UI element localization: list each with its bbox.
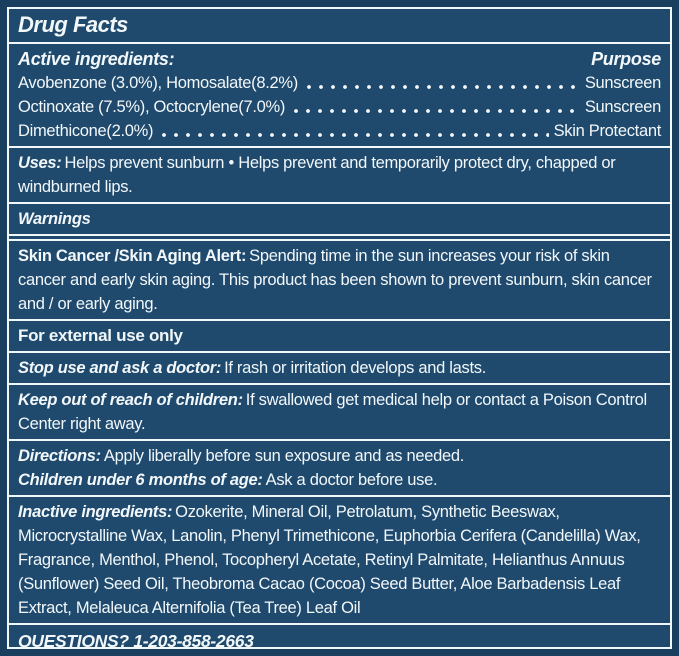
section-divider [9, 42, 670, 44]
external-use-section: For external use only [9, 321, 670, 351]
stop-use-section: Stop use and ask a doctor: If rash or irr… [9, 353, 670, 383]
skin-alert-section: Skin Cancer /Skin Aging Alert: Spending t… [9, 241, 670, 319]
keep-out-lead: Keep out of reach of children: [18, 391, 243, 409]
active-ingredients-header: Active ingredients: [18, 49, 175, 69]
children-line: Children under 6 months of age: Ask a doc… [18, 468, 661, 492]
uses-lead: Uses: [18, 154, 62, 172]
stop-use-text: If rash or irritation develops and lasts… [224, 359, 486, 377]
section-divider [9, 146, 670, 148]
section-divider [9, 383, 670, 385]
active-ingredients-header-row: Active ingredients: Purpose [18, 47, 661, 71]
dot-leader [290, 95, 580, 119]
ingredient-row: Dimethicone(2.0%) Skin Protectant [18, 119, 661, 143]
directions-lead: Directions: [18, 447, 101, 465]
directions-line: Directions: Apply liberally before sun ex… [18, 444, 661, 468]
inactive-ingredients-lead: Inactive ingredients: [18, 503, 173, 521]
section-divider [9, 351, 670, 353]
drug-facts-title: Drug Facts [18, 12, 128, 37]
ingredient-purpose: Sunscreen [584, 74, 661, 92]
questions-phone: QUESTIONS? 1-203-858-2663 [18, 631, 254, 649]
questions-section: QUESTIONS? 1-203-858-2663 [9, 625, 670, 649]
section-divider [9, 439, 670, 441]
directions-section: Directions: Apply liberally before sun ex… [9, 441, 670, 495]
ingredient-purpose: Skin Protectant [553, 122, 662, 140]
external-use-text: For external use only [18, 326, 183, 345]
warnings-header: Warnings [18, 210, 91, 228]
drug-facts-panel: Drug Facts Active ingredients: Purpose A… [7, 7, 672, 649]
warnings-header-section: Warnings [9, 204, 670, 234]
ingredient-name: Dimethicone(2.0%) [18, 122, 154, 140]
ingredient-row: Octinoxate (7.5%), Octocrylene(7.0%) Sun… [18, 95, 661, 119]
uses-section: Uses: Helps prevent sunburn • Helps preve… [9, 148, 670, 202]
children-lead: Children under 6 months of age: [18, 471, 263, 489]
section-divider [9, 623, 670, 625]
ingredient-name: Avobenzone (3.0%), Homosalate(8.2%) [18, 74, 298, 92]
keep-out-section: Keep out of reach of children: If swallow… [9, 385, 670, 439]
inactive-ingredients-section: Inactive ingredients: Ozokerite, Mineral … [9, 497, 670, 623]
skin-alert-lead: Skin Cancer /Skin Aging Alert: [18, 247, 247, 265]
children-text: Ask a doctor before use. [265, 471, 438, 489]
keep-out-text: If swallowed get medical help or contact… [18, 391, 647, 433]
dot-leader [158, 119, 549, 143]
ingredient-purpose: Sunscreen [584, 98, 661, 116]
purpose-header: Purpose [591, 49, 661, 69]
dot-leader [302, 71, 580, 95]
section-divider [9, 202, 670, 204]
stop-use-lead: Stop use and ask a doctor: [18, 359, 222, 377]
section-divider [9, 495, 670, 497]
ingredient-name: Octinoxate (7.5%), Octocrylene(7.0%) [18, 98, 286, 116]
title-bar: Drug Facts [9, 9, 670, 42]
directions-text: Apply liberally before sun exposure and … [103, 447, 465, 465]
double-divider [9, 234, 670, 241]
uses-text: Helps prevent sunburn • Helps prevent an… [18, 154, 616, 196]
ingredient-row: Avobenzone (3.0%), Homosalate(8.2%) Suns… [18, 71, 661, 95]
skin-alert-text: Spending time in the sun increases your … [18, 247, 652, 313]
inactive-ingredients-text: Ozokerite, Mineral Oil, Petrolatum, Synt… [18, 503, 641, 617]
active-ingredients-section: Active ingredients: Purpose Avobenzone (… [9, 44, 670, 146]
section-divider [9, 319, 670, 321]
